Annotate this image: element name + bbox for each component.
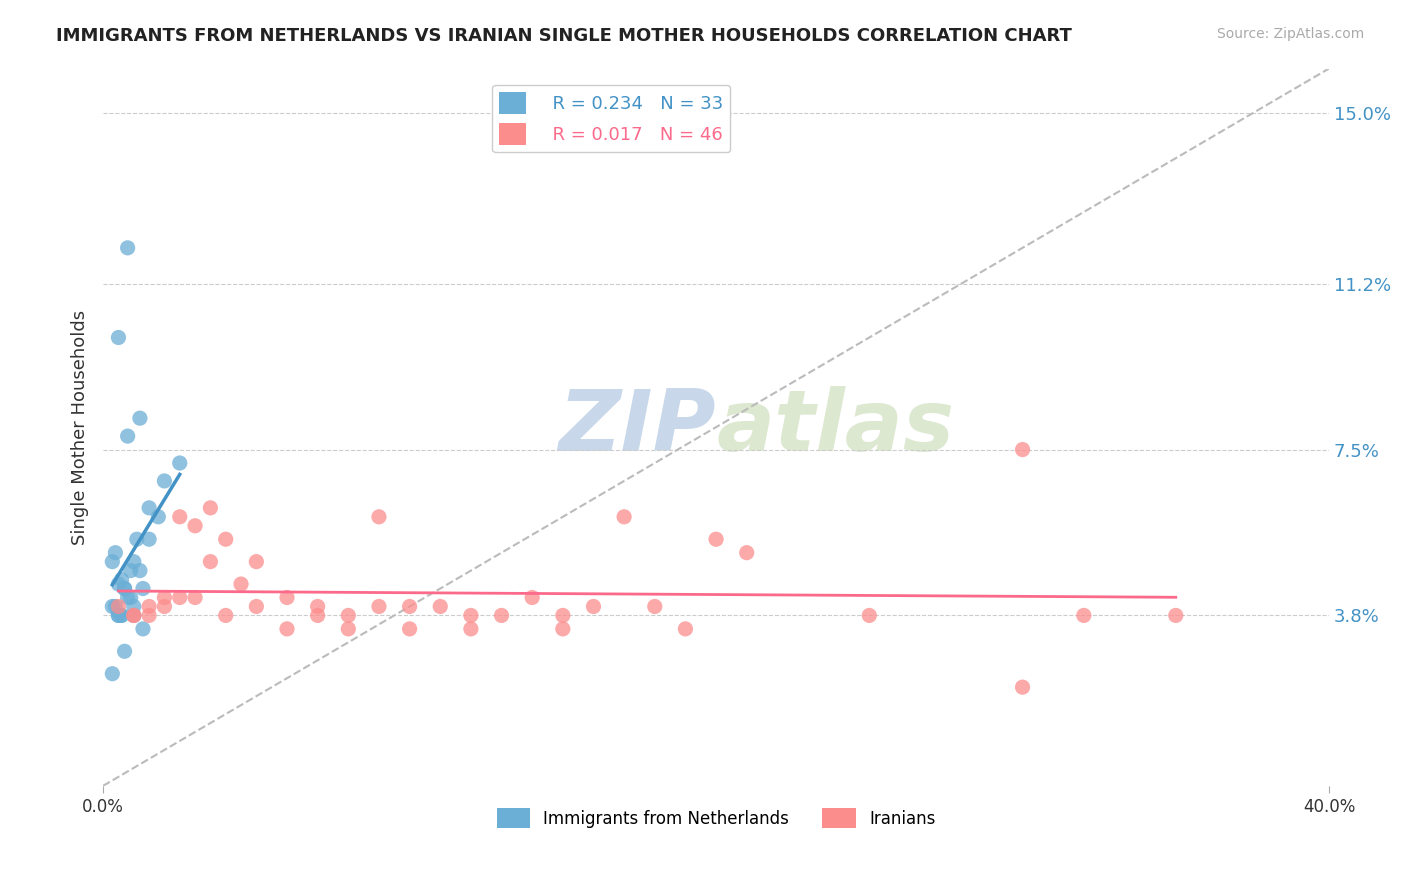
Point <box>276 591 298 605</box>
Point <box>644 599 666 614</box>
Point <box>551 622 574 636</box>
Point <box>129 564 152 578</box>
Point <box>114 644 136 658</box>
Point <box>122 555 145 569</box>
Y-axis label: Single Mother Households: Single Mother Households <box>72 310 89 545</box>
Point <box>276 622 298 636</box>
Point <box>110 608 132 623</box>
Point <box>200 555 222 569</box>
Point <box>200 500 222 515</box>
Point <box>101 555 124 569</box>
Legend: Immigrants from Netherlands, Iranians: Immigrants from Netherlands, Iranians <box>489 801 942 835</box>
Point <box>132 622 155 636</box>
Point <box>229 577 252 591</box>
Point <box>522 591 544 605</box>
Point <box>107 608 129 623</box>
Point <box>120 591 142 605</box>
Point <box>153 591 176 605</box>
Point <box>184 591 207 605</box>
Point <box>491 608 513 623</box>
Point <box>122 608 145 623</box>
Point <box>138 608 160 623</box>
Point <box>184 518 207 533</box>
Point <box>1164 608 1187 623</box>
Point <box>582 599 605 614</box>
Text: ZIP: ZIP <box>558 385 716 468</box>
Point <box>1073 608 1095 623</box>
Point <box>122 599 145 614</box>
Point <box>107 608 129 623</box>
Point <box>120 564 142 578</box>
Point <box>673 622 696 636</box>
Point <box>107 330 129 344</box>
Point <box>245 555 267 569</box>
Point <box>122 608 145 623</box>
Point <box>398 599 420 614</box>
Point <box>245 599 267 614</box>
Point <box>613 509 636 524</box>
Point <box>169 509 191 524</box>
Point <box>153 599 176 614</box>
Point <box>107 599 129 614</box>
Point <box>1011 680 1033 694</box>
Text: IMMIGRANTS FROM NETHERLANDS VS IRANIAN SINGLE MOTHER HOUSEHOLDS CORRELATION CHAR: IMMIGRANTS FROM NETHERLANDS VS IRANIAN S… <box>56 27 1073 45</box>
Point <box>551 608 574 623</box>
Point <box>307 608 329 623</box>
Point <box>704 533 727 547</box>
Point <box>129 411 152 425</box>
Point <box>169 456 191 470</box>
Point <box>368 509 391 524</box>
Point <box>114 582 136 596</box>
Point <box>107 577 129 591</box>
Point <box>858 608 880 623</box>
Point <box>735 546 758 560</box>
Point <box>1011 442 1033 457</box>
Point <box>215 533 238 547</box>
Point <box>114 582 136 596</box>
Point <box>368 599 391 614</box>
Point <box>125 533 148 547</box>
Text: atlas: atlas <box>716 385 955 468</box>
Point <box>460 608 482 623</box>
Point <box>429 599 451 614</box>
Point <box>337 608 360 623</box>
Point <box>104 546 127 560</box>
Point <box>101 666 124 681</box>
Point <box>460 622 482 636</box>
Point <box>138 599 160 614</box>
Point <box>117 591 139 605</box>
Point <box>117 429 139 443</box>
Point <box>307 599 329 614</box>
Point <box>138 533 160 547</box>
Text: Source: ZipAtlas.com: Source: ZipAtlas.com <box>1216 27 1364 41</box>
Point <box>215 608 238 623</box>
Point <box>132 582 155 596</box>
Point <box>104 599 127 614</box>
Point <box>337 622 360 636</box>
Point <box>110 608 132 623</box>
Point <box>122 608 145 623</box>
Point <box>169 591 191 605</box>
Point <box>117 241 139 255</box>
Point <box>110 573 132 587</box>
Point <box>148 509 170 524</box>
Point <box>398 622 420 636</box>
Point <box>153 474 176 488</box>
Point <box>138 500 160 515</box>
Point <box>101 599 124 614</box>
